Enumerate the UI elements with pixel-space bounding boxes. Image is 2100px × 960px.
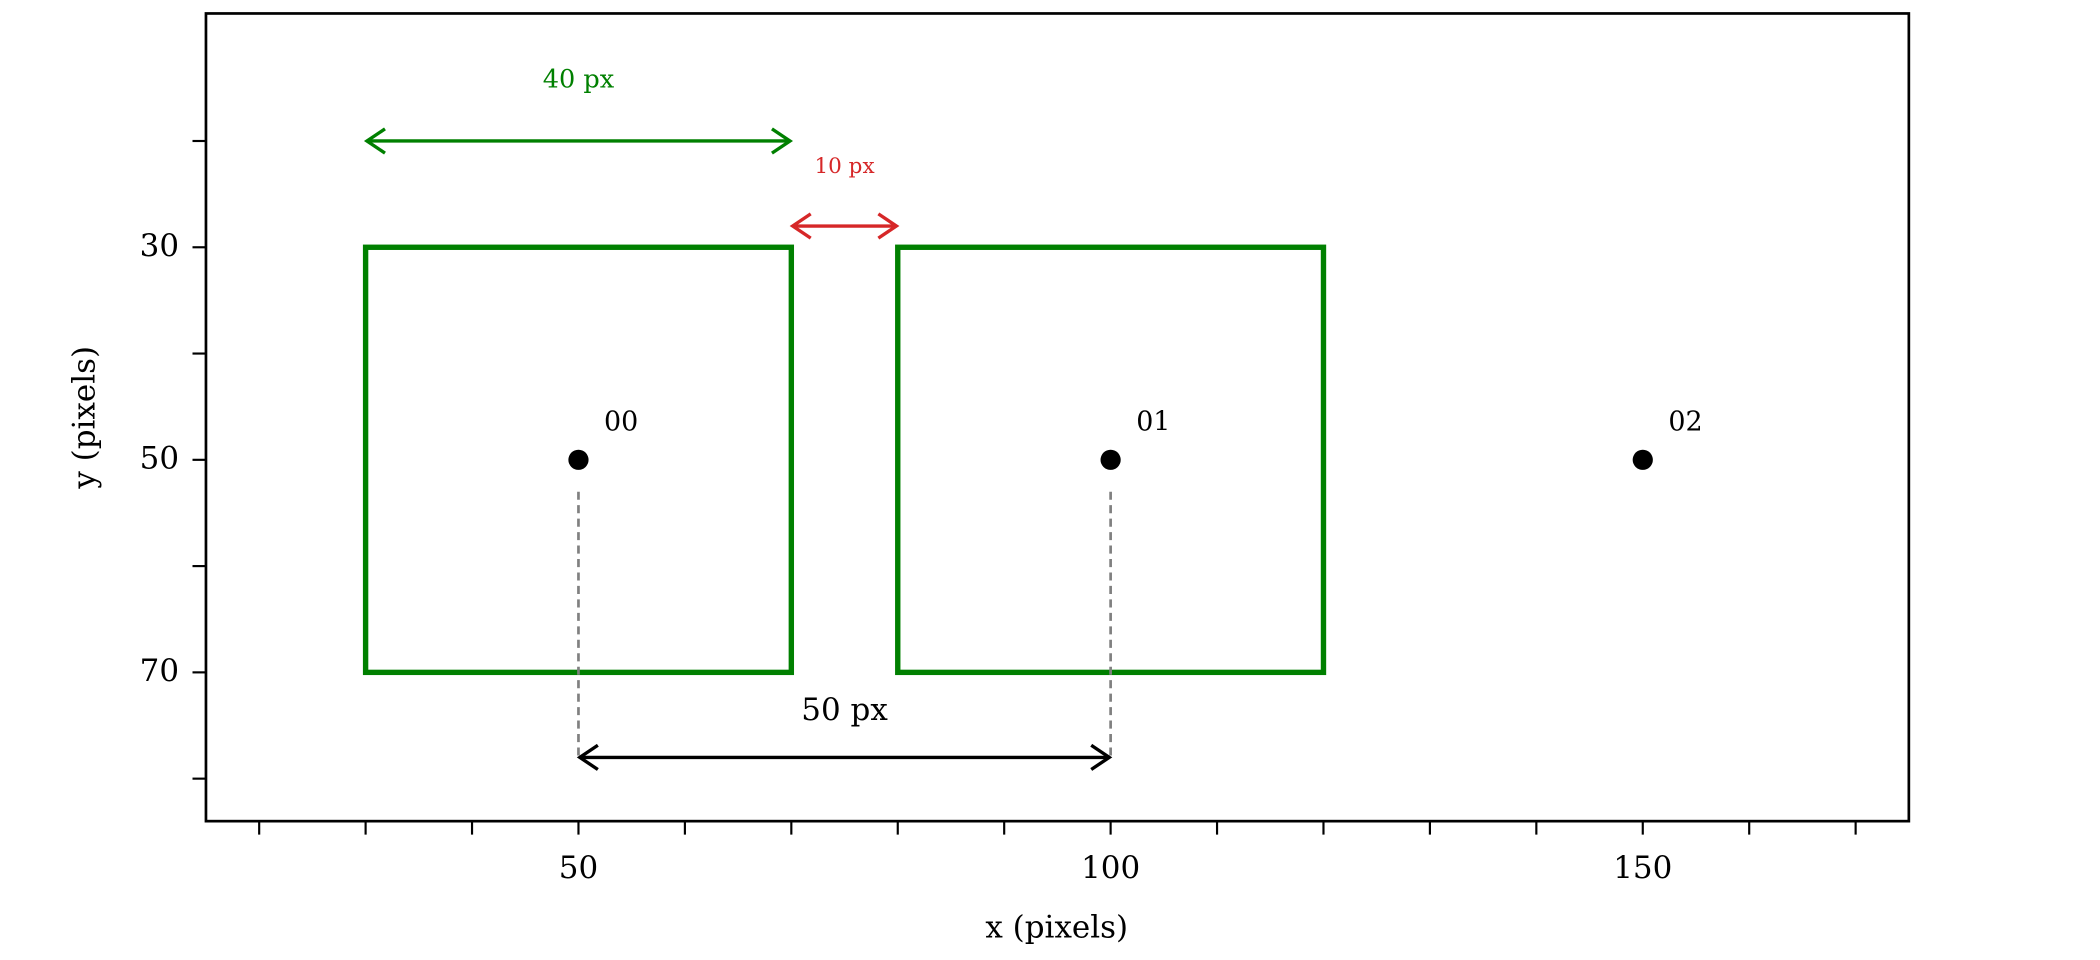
- x-axis-label: x (pixels): [985, 909, 1128, 945]
- arrow-head: [789, 212, 812, 240]
- dimension-label: 10 px: [814, 154, 874, 179]
- arrow-head: [363, 127, 386, 155]
- point-label: 02: [1668, 406, 1702, 437]
- y-axis-label: y (pixels): [67, 346, 103, 490]
- arrow-head: [1090, 743, 1113, 771]
- y-tick-label: 50: [140, 440, 179, 476]
- y-tick-label: 30: [140, 228, 179, 264]
- x-tick-label: 50: [559, 850, 598, 886]
- arrow-head: [771, 127, 793, 155]
- point: [1632, 449, 1653, 470]
- point: [1100, 449, 1121, 470]
- point-label: 00: [604, 406, 638, 437]
- x-tick-label: 100: [1081, 850, 1140, 886]
- point: [568, 449, 589, 470]
- x-tick-label: 150: [1613, 850, 1672, 886]
- point-label: 01: [1136, 406, 1170, 437]
- arrow-head: [576, 743, 599, 771]
- arrow-head: [877, 212, 900, 240]
- y-tick-label: 70: [140, 653, 179, 689]
- plot-frame: [204, 12, 1911, 823]
- dimension-label: 40 px: [543, 64, 615, 94]
- dimension-label: 50 px: [801, 692, 888, 728]
